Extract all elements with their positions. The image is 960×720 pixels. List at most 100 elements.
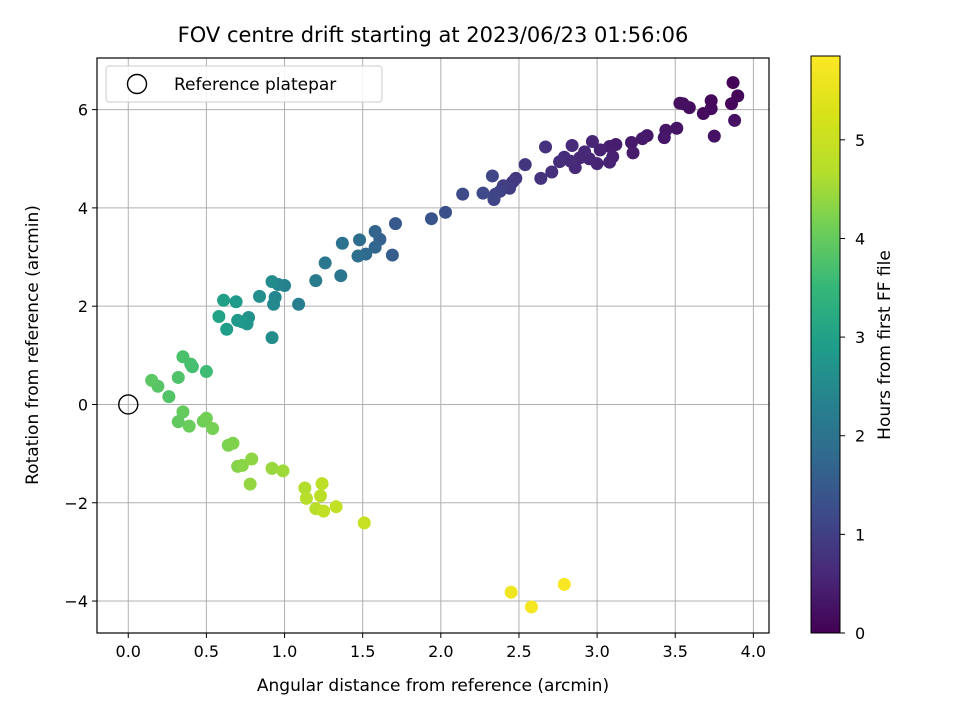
scatter-point (657, 131, 671, 145)
x-tick-label: 2.5 (506, 642, 531, 661)
reference-platepar-marker (118, 394, 139, 415)
colorbar-tick-label: 1 (855, 525, 865, 544)
scatter-point (265, 461, 279, 475)
scatter-point (624, 136, 638, 150)
scatter-point (553, 155, 567, 169)
colorbar-label: Hours from first FF file (875, 250, 895, 440)
x-tick-label: 1.0 (272, 642, 297, 661)
scatter-point (357, 516, 371, 530)
scatter-point (385, 248, 399, 262)
scatter-point (206, 422, 220, 436)
colorbar-frame (810, 55, 841, 634)
y-tick-label: 2 (78, 297, 88, 316)
x-tick-label: 0.0 (116, 642, 141, 661)
scatter-point (557, 577, 571, 591)
scatter-point (353, 233, 367, 247)
scatter-point (298, 481, 312, 495)
scatter-point (315, 477, 329, 491)
x-tick-label: 0.5 (194, 642, 219, 661)
y-tick-label: 4 (78, 199, 88, 218)
scatter-point (299, 491, 313, 505)
scatter-point (309, 274, 323, 288)
y-axis-label: Rotation from reference (arcmin) (23, 205, 43, 485)
scatter-point (245, 452, 259, 466)
scatter-point (388, 217, 402, 231)
scatter-point (670, 121, 684, 135)
scatter-point (603, 155, 617, 169)
data-points (145, 76, 745, 614)
x-tick-label: 2.0 (428, 642, 453, 661)
scatter-point (226, 436, 240, 450)
y-tick-label: −2 (64, 494, 88, 513)
scatter-point (292, 297, 306, 311)
scatter-point (176, 350, 190, 364)
scatter-point (476, 186, 490, 200)
scatter-point (351, 249, 365, 263)
scatter-point (534, 171, 548, 185)
scatter-point (267, 297, 281, 311)
scatter-point (212, 310, 226, 324)
scatter-point (524, 600, 538, 614)
scatter-point (313, 489, 327, 503)
scatter-point (626, 146, 640, 160)
chart-title: FOV centre drift starting at 2023/06/23 … (178, 23, 689, 47)
scatter-point (265, 275, 279, 289)
scatter-point (707, 129, 721, 143)
scatter-point (335, 236, 349, 250)
scatter-point (334, 269, 348, 283)
x-tick-label: 3.5 (663, 642, 688, 661)
scatter-point (176, 405, 190, 419)
scatter-point (518, 158, 532, 172)
scatter-point (235, 458, 249, 472)
scatter-point (317, 504, 331, 518)
colorbar-tick-label: 0 (855, 624, 865, 643)
scatter-point (728, 113, 742, 127)
scatter-point (217, 293, 231, 307)
legend: Reference platepar (105, 65, 383, 103)
scatter-point (539, 140, 553, 154)
scatter-point (199, 411, 213, 425)
scatter-point (726, 76, 740, 90)
scatter-point (593, 143, 607, 157)
scatter-point (724, 97, 738, 111)
plot-frame (96, 57, 770, 634)
scatter-point (171, 370, 185, 384)
scatter-point (635, 132, 649, 146)
grid-lines (97, 58, 769, 633)
colorbar-tick-label: 2 (855, 427, 865, 446)
colorbar: 0 1 2 3 4 5 Hours from first FF file (810, 55, 895, 643)
y-tick-label: −4 (64, 592, 88, 611)
scatter-point (485, 169, 499, 183)
scatter-point (182, 419, 196, 433)
colorbar-gradient (811, 56, 840, 633)
x-axis-label: Angular distance from reference (arcmin) (257, 676, 609, 696)
scatter-point (171, 415, 185, 429)
scatter-point (676, 97, 690, 111)
scatter-point (229, 295, 243, 309)
colorbar-tick-label: 4 (855, 229, 865, 248)
scatter-point (329, 500, 343, 514)
scatter-point (368, 240, 382, 254)
x-tick-label: 4.0 (741, 642, 766, 661)
scatter-point (199, 365, 213, 379)
scatter-point (504, 585, 518, 599)
scatter-point (265, 331, 279, 345)
legend-marker-reference (126, 73, 148, 95)
scatter-point (318, 256, 332, 270)
y-tick-label: 6 (78, 101, 88, 120)
scatter-point (368, 224, 382, 238)
scatter-point (253, 289, 267, 303)
scatter-point (487, 193, 501, 207)
scatter-point (545, 165, 559, 179)
scatter-point (424, 212, 438, 226)
y-axis-ticks: −4 −2 0 2 4 6 (64, 101, 97, 611)
scatter-point (585, 135, 599, 149)
scatter-point (276, 464, 290, 478)
scatter-point (162, 390, 176, 404)
scatter-point (220, 322, 234, 336)
y-tick-label: 0 (78, 395, 88, 414)
legend-label-reference: Reference platepar (174, 75, 336, 95)
scatter-point (243, 477, 257, 491)
colorbar-tick-label: 5 (855, 131, 865, 150)
